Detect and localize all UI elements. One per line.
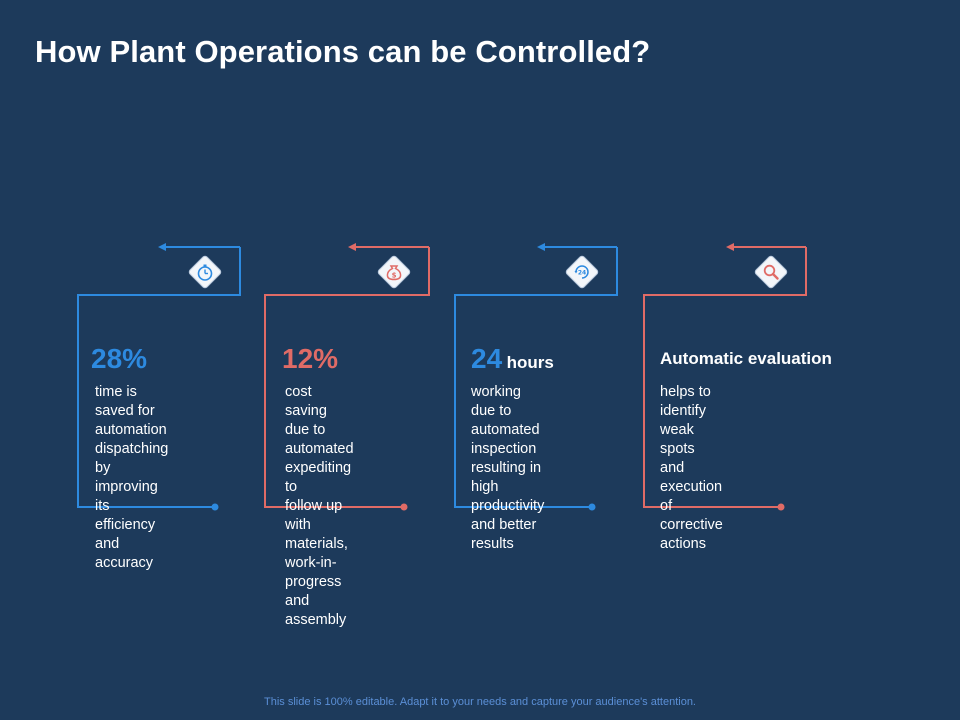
stat-unit: hours [506,353,554,372]
stat-heading: Automatic evaluation [660,349,832,368]
stat-value: 24 [471,343,503,374]
stat-headline: 24 hours [471,343,554,375]
stat-description: working due to automated inspection resu… [471,384,545,552]
stat-headline: Automatic evaluation [660,349,832,369]
stat-value: 12% [282,343,339,374]
magnifier-icon [754,255,788,289]
stat-description: cost saving due to automated expediting … [285,384,354,628]
svg-text:$: $ [392,272,397,280]
slide-title: How Plant Operations can be Controlled? [35,34,651,69]
24-hours-icon: 24 [565,255,599,289]
money-bag-icon: $ [377,255,411,289]
stat-description: time is saved for automation dispatching… [95,384,169,571]
stat-value: 28% [91,343,148,374]
slide-footer-note: This slide is 100% editable. Adapt it to… [264,696,696,708]
stat-headline: 28% [91,343,147,375]
svg-text:24: 24 [578,270,586,277]
stopwatch-icon [188,255,222,289]
stat-headline: 12% [282,343,338,375]
stat-description: helps to identify weak spots and executi… [660,384,723,552]
